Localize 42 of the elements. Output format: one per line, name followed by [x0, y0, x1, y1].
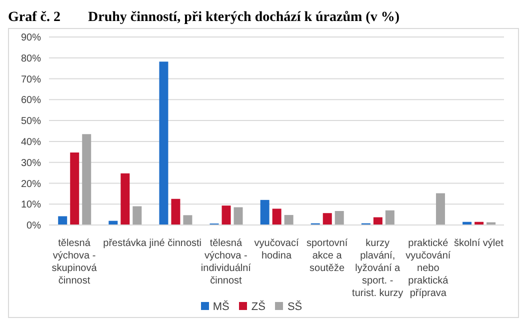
bar	[82, 134, 92, 225]
y-tick-label: 20%	[20, 178, 42, 190]
x-tick-label: tělesná výchova - individuální činnost	[200, 238, 252, 286]
bar	[70, 152, 80, 225]
bar	[284, 214, 294, 225]
bar	[120, 173, 130, 225]
bar	[171, 198, 180, 225]
y-tick-label: 50%	[20, 116, 42, 128]
bar	[58, 216, 68, 225]
bar	[385, 210, 394, 225]
bar	[373, 217, 382, 225]
x-tick-label: školní výlet	[454, 238, 504, 249]
bar	[159, 62, 168, 225]
chart-title: Druhy činností, při kterých dochází k úrazům (v %)	[88, 10, 400, 26]
legend-label: MŠ	[212, 301, 230, 313]
x-tick-label: tělesná výchova - skupinová činnost	[52, 238, 98, 286]
y-tick-label: 60%	[20, 95, 42, 106]
y-tick-label: 80%	[20, 53, 42, 64]
bar	[183, 215, 192, 225]
x-tick-label: kurzy plavání, lyžování a sport. - turist. kurzy	[352, 238, 404, 299]
y-tick-label: 90%	[20, 32, 42, 44]
x-tick-label: přestávka	[103, 238, 147, 249]
y-tick-label: 30%	[20, 158, 42, 169]
y-tick-label: 0%	[26, 220, 42, 232]
bar	[334, 211, 344, 225]
y-tick-label: 10%	[20, 200, 42, 211]
legend-label: ZŠ	[251, 301, 266, 313]
bar	[272, 208, 282, 225]
y-tick-label: 40%	[20, 136, 42, 148]
text: Graf č. 2	[8, 10, 62, 26]
bar	[322, 213, 332, 225]
x-tick-label: vyučovací hodina	[254, 238, 299, 262]
bar	[234, 207, 243, 225]
x-tick-label: praktické vyučování nebo praktická příprava	[406, 238, 451, 299]
legend-label: SŠ	[287, 301, 302, 313]
x-tick-label: jiné činnosti	[148, 238, 202, 249]
y-tick-label: 70%	[20, 74, 42, 86]
bar	[222, 206, 231, 225]
bar	[436, 193, 445, 225]
bar	[132, 206, 142, 225]
x-tick-label: sportovní akce a soutěže	[306, 238, 348, 274]
bar	[260, 200, 270, 225]
